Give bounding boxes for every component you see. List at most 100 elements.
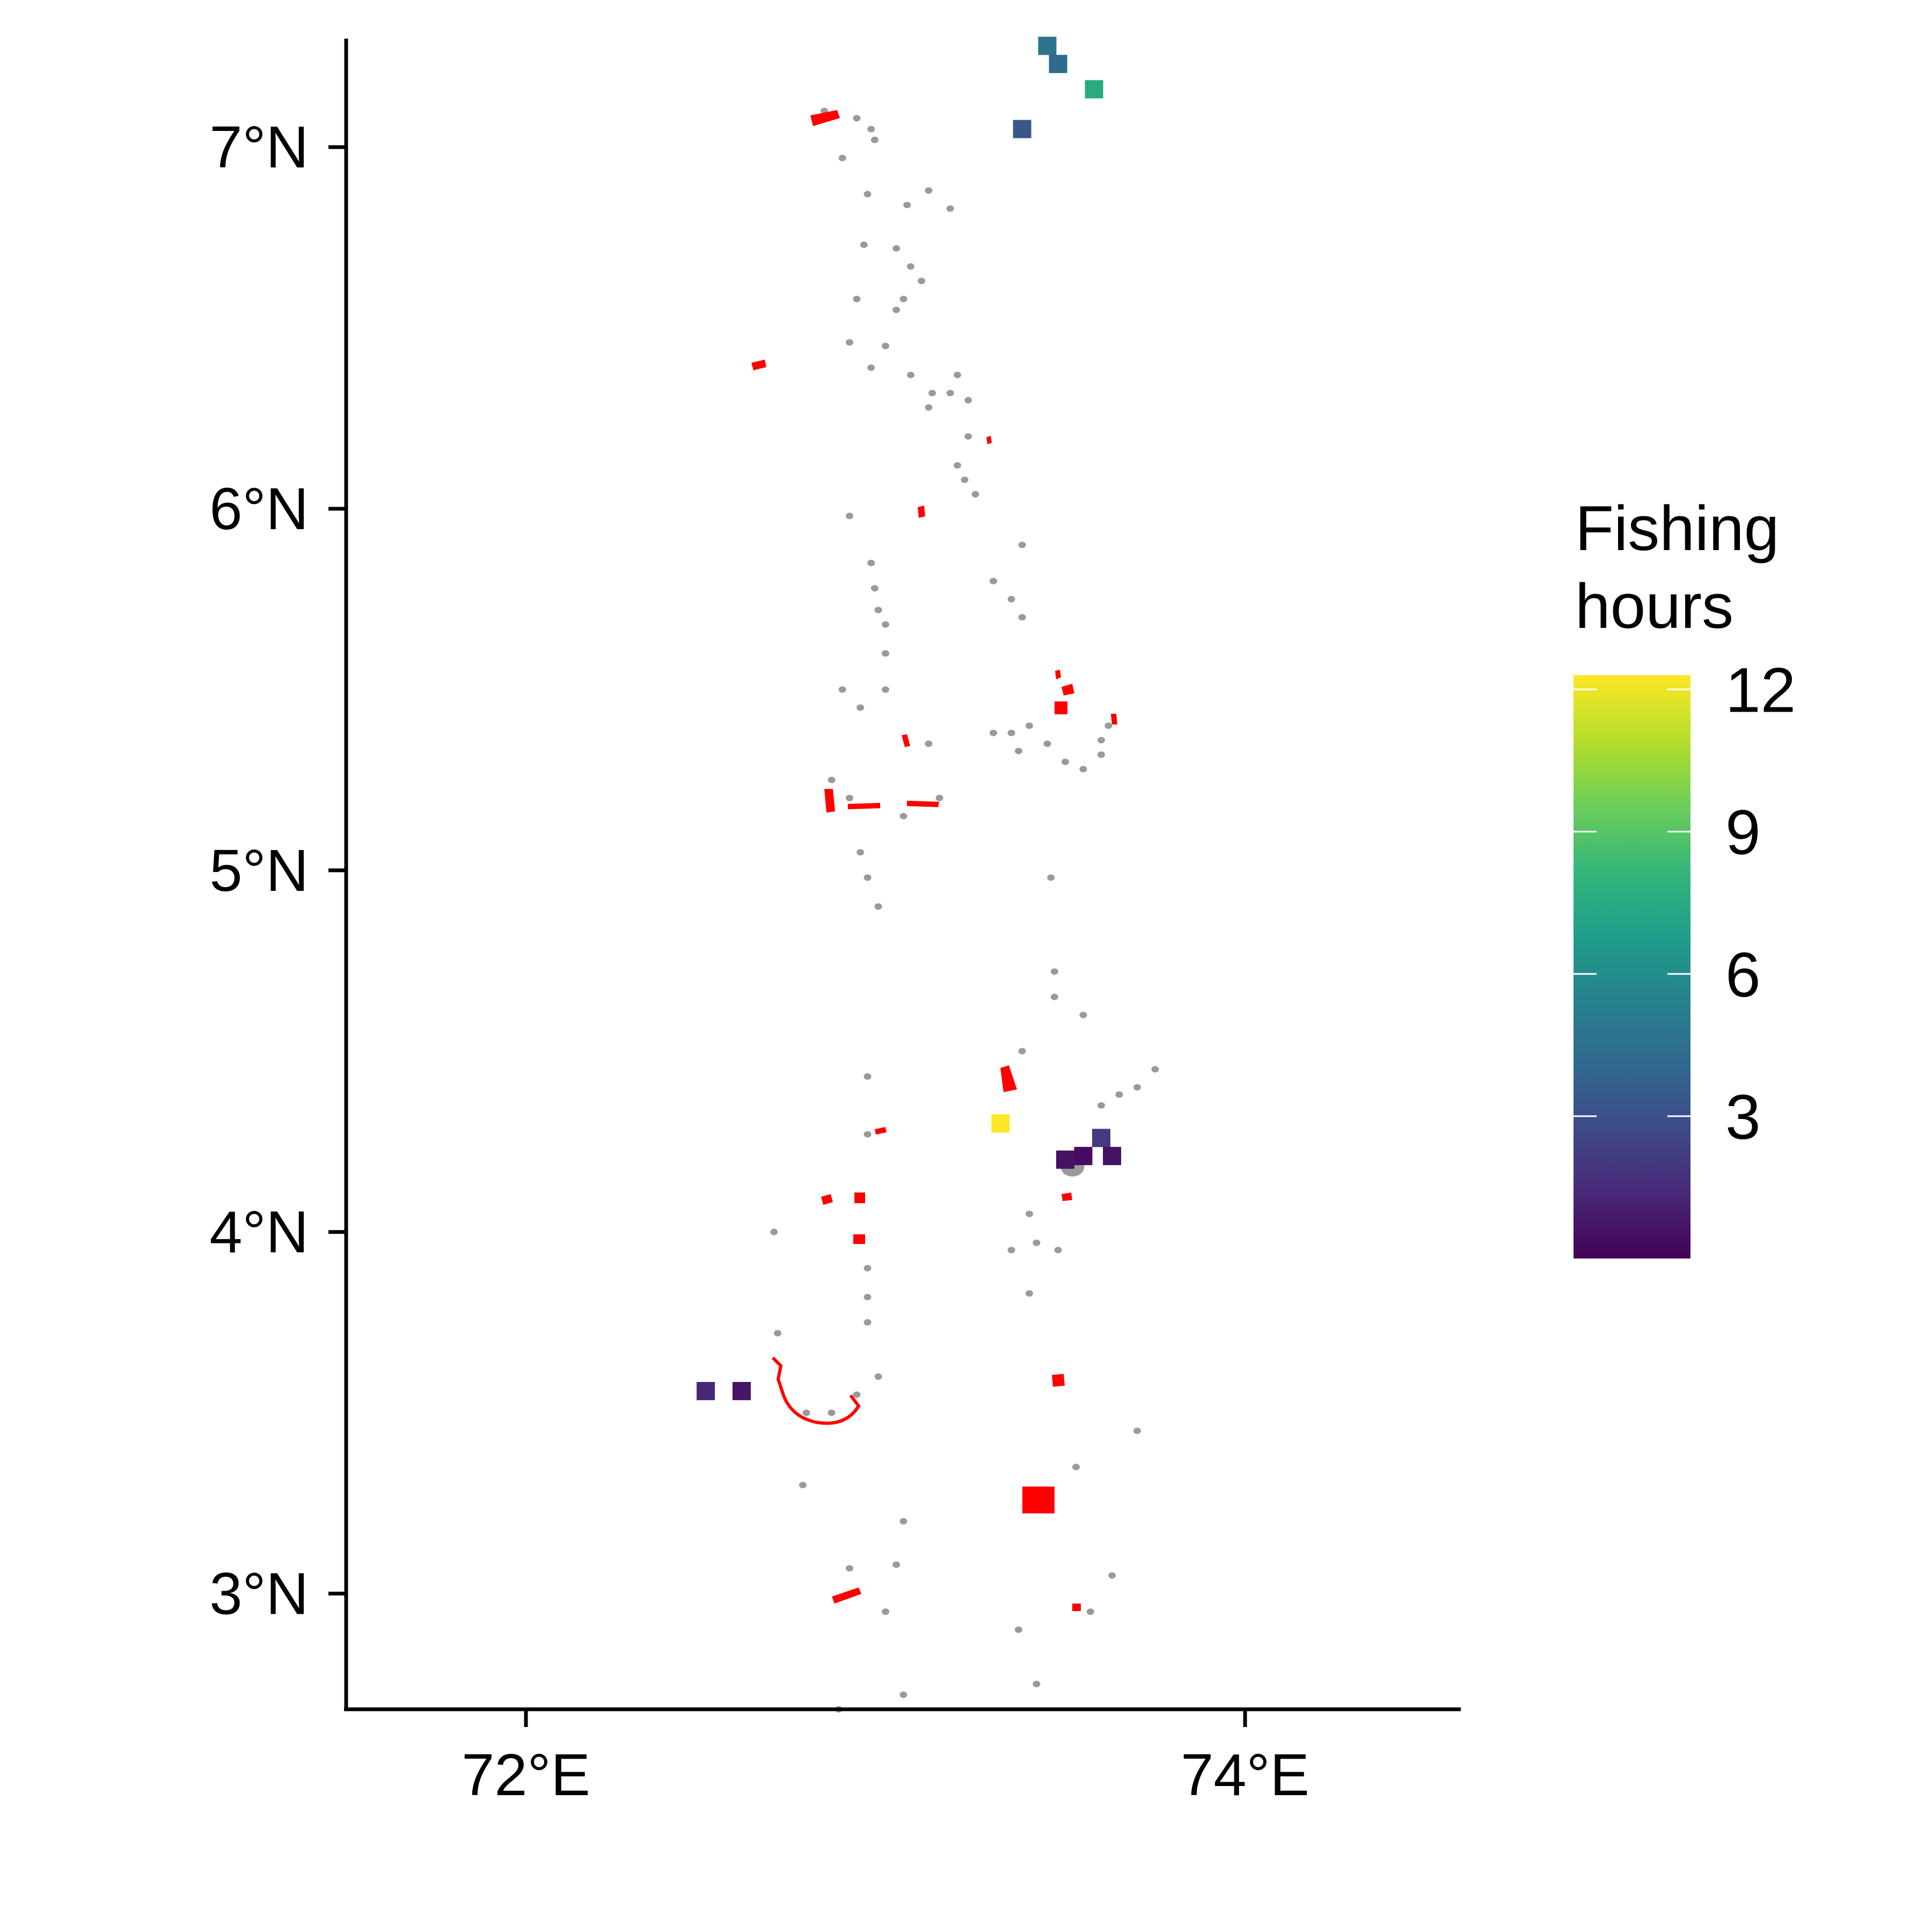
island	[1133, 1084, 1141, 1091]
island	[846, 339, 853, 346]
island	[863, 1073, 872, 1080]
island	[1097, 737, 1105, 744]
island	[802, 1409, 810, 1416]
island	[1151, 1066, 1159, 1073]
legend-tick-label: 12	[1725, 655, 1796, 726]
island	[954, 371, 961, 378]
island	[774, 1330, 781, 1337]
y-tick-label: 7°N	[209, 114, 309, 180]
island	[1097, 751, 1105, 758]
island	[899, 296, 908, 303]
protected-area	[1072, 1604, 1081, 1611]
protected-area	[751, 360, 766, 370]
fishing-cell	[1085, 80, 1103, 99]
fishing-cell	[1074, 1147, 1093, 1166]
protected-area	[810, 110, 840, 126]
island	[1018, 614, 1026, 621]
island	[918, 277, 925, 284]
island	[838, 686, 846, 693]
protected-area	[1000, 1065, 1017, 1092]
protected-area	[986, 436, 992, 444]
protected-area	[1062, 684, 1074, 696]
island	[1054, 1247, 1062, 1254]
island	[1047, 874, 1055, 881]
island	[903, 201, 911, 208]
island	[853, 115, 861, 122]
island	[853, 1391, 861, 1398]
axes: 7°N 6°N 5°N 4°N 3°N 72°E 74°E	[209, 39, 1461, 1808]
island	[867, 364, 875, 371]
legend-tick-label: 6	[1725, 940, 1761, 1011]
island	[874, 903, 882, 910]
protected-area	[1111, 714, 1117, 724]
island	[1108, 1572, 1116, 1579]
legend-tick-label: 9	[1725, 797, 1761, 868]
protected-area	[875, 1127, 887, 1135]
protected-area	[853, 1234, 865, 1244]
y-tick-label: 3°N	[209, 1561, 309, 1627]
protected-area	[1055, 670, 1061, 679]
island	[925, 187, 933, 194]
island	[874, 606, 882, 613]
island	[857, 704, 865, 711]
island	[874, 1373, 882, 1380]
island	[870, 136, 879, 143]
island	[1104, 722, 1113, 729]
island	[882, 621, 889, 628]
island	[1033, 1239, 1041, 1246]
fishing-cell	[1049, 55, 1067, 74]
legend-title-line2: hours	[1575, 571, 1733, 642]
y-axis-ticks: 7°N 6°N 5°N 4°N 3°N	[209, 114, 346, 1627]
island	[863, 1319, 872, 1326]
island	[882, 686, 889, 693]
island	[1097, 1102, 1105, 1109]
island	[882, 342, 889, 349]
island	[964, 433, 972, 440]
island	[1007, 729, 1015, 736]
island	[1050, 968, 1058, 975]
island	[1043, 740, 1051, 747]
island	[899, 813, 908, 819]
x-tick-label: 74°E	[1181, 1742, 1309, 1808]
legend-colorbar	[1574, 675, 1690, 1258]
island	[1014, 748, 1022, 755]
island	[1079, 1012, 1087, 1019]
island	[863, 191, 872, 197]
fishing-cell	[1013, 120, 1031, 138]
island	[853, 296, 861, 303]
island	[906, 263, 914, 270]
y-tick-label: 5°N	[209, 838, 309, 904]
island	[1014, 1626, 1022, 1633]
island	[928, 390, 936, 397]
island	[1062, 758, 1069, 765]
y-tick-label: 4°N	[209, 1199, 309, 1265]
protected-areas-layer	[751, 110, 1117, 1611]
island	[1026, 1290, 1033, 1297]
island	[1079, 766, 1087, 773]
island	[925, 404, 933, 411]
island	[892, 306, 901, 313]
island	[906, 371, 914, 378]
legend-ticks: 3 6 9 12	[1574, 655, 1796, 1153]
island	[799, 1482, 807, 1489]
legend-title-line1: Fishing	[1575, 493, 1779, 564]
island	[828, 1409, 836, 1416]
island	[863, 1293, 872, 1300]
protected-area	[902, 734, 910, 747]
island	[946, 205, 954, 212]
protected-area	[821, 1194, 833, 1205]
protected-area	[1062, 1192, 1072, 1201]
island	[899, 1518, 908, 1525]
color-legend: Fishing hours 3 6 9 12	[1574, 493, 1796, 1258]
legend-tick-label: 3	[1725, 1082, 1761, 1153]
fishing-cells-layer	[697, 36, 1122, 1401]
island	[1086, 1608, 1094, 1615]
protected-area	[1055, 701, 1067, 714]
island	[990, 577, 997, 584]
island	[867, 126, 875, 133]
island	[1033, 1680, 1041, 1687]
island	[846, 1565, 853, 1572]
x-tick-label: 72°E	[462, 1742, 590, 1808]
fishing-cell	[1056, 1150, 1074, 1169]
island	[838, 155, 846, 162]
